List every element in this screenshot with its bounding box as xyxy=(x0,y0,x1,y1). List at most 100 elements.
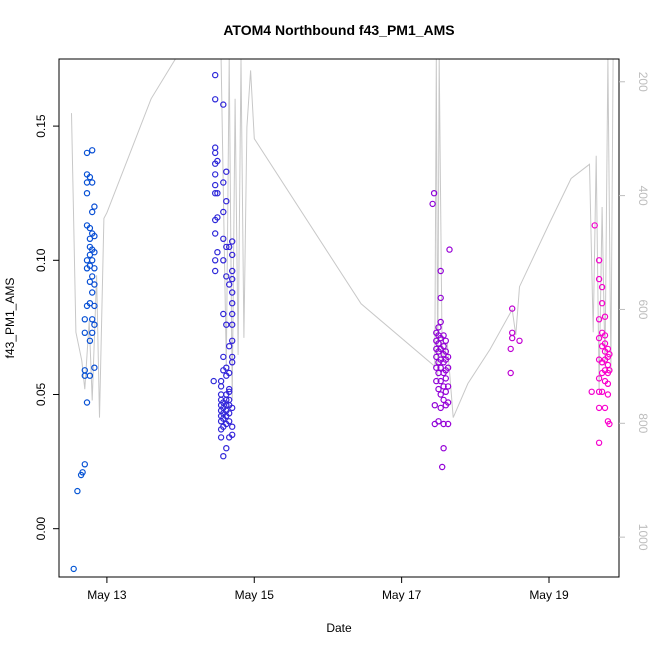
data-point xyxy=(435,340,442,347)
data-point xyxy=(606,351,613,358)
data-point xyxy=(88,316,96,323)
data-point xyxy=(595,388,603,395)
data-point xyxy=(214,157,221,165)
data-point xyxy=(210,377,217,385)
data-point xyxy=(604,380,612,387)
data-point xyxy=(217,383,225,390)
data-point xyxy=(433,364,440,371)
data-point xyxy=(433,377,440,385)
y-tick-label: 0.05 xyxy=(34,382,48,406)
data-point xyxy=(228,238,236,245)
data-point xyxy=(595,334,603,342)
data-point xyxy=(442,337,449,344)
y2-tick-label: 600 xyxy=(636,299,650,319)
data-point xyxy=(214,248,221,256)
data-point xyxy=(220,257,227,264)
data-point xyxy=(220,208,227,216)
data-point xyxy=(440,396,447,404)
data-point xyxy=(595,404,603,412)
data-point xyxy=(431,402,438,409)
data-point xyxy=(217,391,225,398)
x-axis: May 13 May 15 May 17 May 19 xyxy=(87,577,569,602)
data-point xyxy=(88,257,96,264)
data-point xyxy=(228,404,236,412)
data-point xyxy=(88,147,96,154)
y2-tick-label: 400 xyxy=(636,186,650,206)
data-point xyxy=(211,189,219,197)
data-point xyxy=(601,340,609,347)
data-point xyxy=(220,179,227,186)
data-point xyxy=(588,388,595,395)
data-point xyxy=(91,281,98,288)
data-point xyxy=(74,487,81,495)
data-point xyxy=(228,251,236,259)
data-point xyxy=(83,179,91,186)
data-point xyxy=(601,332,609,339)
data-point xyxy=(446,246,453,253)
data-point xyxy=(86,300,94,307)
data-point xyxy=(220,101,227,108)
data-point xyxy=(437,404,444,412)
data-point xyxy=(91,321,98,328)
data-point xyxy=(440,445,447,452)
data-point xyxy=(509,329,516,336)
data-point xyxy=(217,377,225,385)
data-point xyxy=(223,273,230,280)
data-point xyxy=(88,179,96,186)
data-point xyxy=(86,372,94,379)
data-point xyxy=(435,369,442,377)
y-axis-left: 0.00 0.05 0.10 0.15 xyxy=(34,114,59,540)
data-point xyxy=(225,396,233,404)
series-line xyxy=(71,59,614,418)
data-point xyxy=(433,353,440,361)
y-tick-label: 0.00 xyxy=(34,517,48,541)
data-point xyxy=(516,337,523,344)
data-point xyxy=(91,364,98,371)
data-point xyxy=(91,265,98,272)
data-point xyxy=(595,439,603,446)
data-point xyxy=(223,243,230,251)
plot-frame xyxy=(58,58,620,578)
data-point xyxy=(228,353,236,361)
data-point xyxy=(223,364,230,371)
data-point xyxy=(211,267,219,275)
data-point xyxy=(211,230,219,237)
x-tick-label: May 19 xyxy=(529,588,569,602)
y-axis-label: f43_PM1_AMS xyxy=(3,278,17,359)
data-point xyxy=(435,385,442,393)
data-point xyxy=(88,289,96,296)
data-point xyxy=(225,385,233,393)
data-point xyxy=(444,399,452,406)
x-tick-label: May 15 xyxy=(235,588,275,602)
data-point xyxy=(507,345,514,353)
data-point xyxy=(83,189,91,197)
data-point xyxy=(595,275,603,283)
data-point xyxy=(507,369,514,377)
data-point xyxy=(211,181,219,189)
data-point xyxy=(437,294,444,302)
y-axis-right: 200 400 600 800 1000 xyxy=(619,72,650,551)
data-point xyxy=(509,305,516,312)
data-point xyxy=(228,310,236,318)
data-point xyxy=(86,337,94,344)
data-point xyxy=(225,343,233,350)
data-point xyxy=(228,289,236,296)
data-point xyxy=(86,224,94,232)
data-point xyxy=(228,275,236,283)
data-point xyxy=(70,565,77,573)
data-point xyxy=(211,171,219,178)
data-point xyxy=(444,383,452,390)
data-point xyxy=(81,461,89,468)
data-point xyxy=(86,278,94,285)
scatter-series xyxy=(70,71,613,573)
data-point xyxy=(595,316,603,323)
data-point xyxy=(91,232,98,240)
data-point xyxy=(509,334,516,342)
data-point xyxy=(86,251,94,259)
data-point xyxy=(81,316,89,323)
data-point xyxy=(437,364,444,371)
data-point xyxy=(211,71,219,79)
line-series xyxy=(71,59,614,418)
data-point xyxy=(79,469,86,476)
data-point xyxy=(83,399,91,406)
